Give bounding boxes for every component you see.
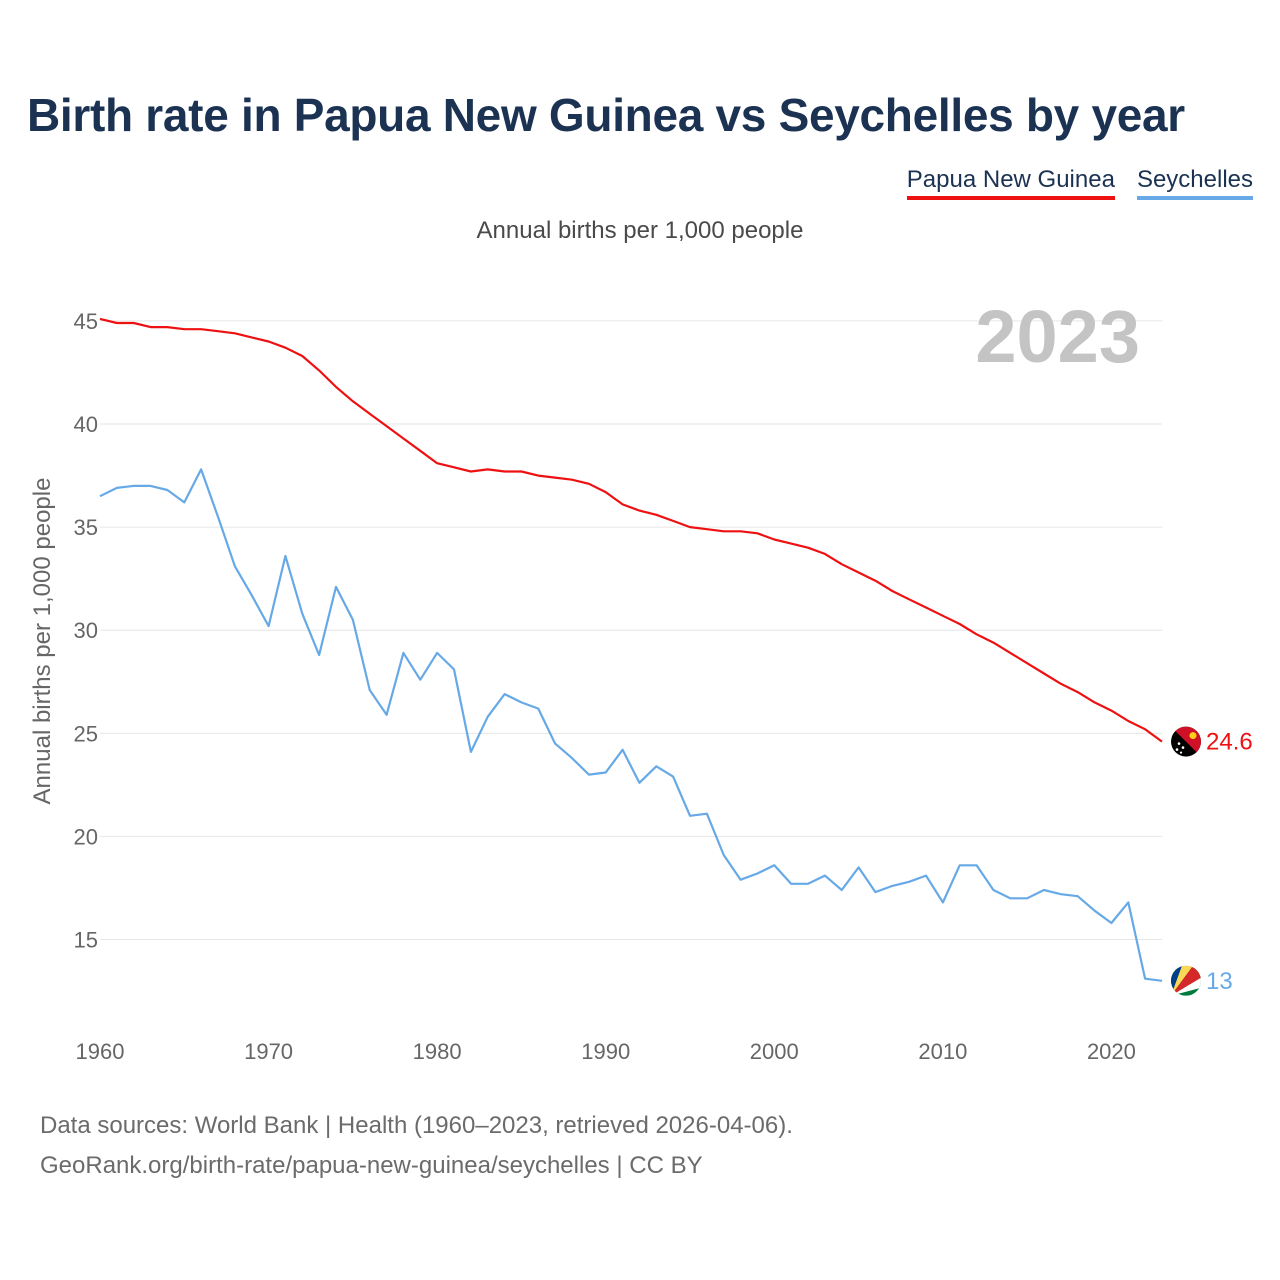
footer-data-sources: Data sources: World Bank | Health (1960–… [40,1112,793,1139]
y-tick-label: 45 [74,309,98,334]
footer: Data sources: World Bank | Health (1960–… [40,1106,793,1186]
legend-item-papua-new-guinea[interactable]: Papua New Guinea [906,166,1115,200]
footer-source-link[interactable]: GeoRank.org/birth-rate/papua-new-guinea/… [40,1152,703,1179]
x-tick-label: 1980 [413,1039,462,1064]
y-tick-label: 15 [74,928,98,953]
x-tick-label: 1990 [581,1039,630,1064]
chart-title: Birth rate in Papua New Guinea vs Seyche… [27,89,1185,141]
legend: Papua New Guinea Seychelles [906,166,1253,200]
series-lines [99,317,1163,982]
y-tick-label: 35 [74,515,98,540]
grid-lines [100,320,1162,941]
x-tick-label: 1970 [244,1039,293,1064]
x-tick-label: 2010 [918,1039,967,1064]
x-tick-label: 2020 [1087,1039,1136,1064]
x-axis-ticks: 1960 1970 1980 1990 2000 2010 2020 [76,1039,1136,1064]
y-tick-label: 25 [74,721,98,746]
legend-item-seychelles[interactable]: Seychelles [1136,166,1253,200]
seychelles-flag-icon [1171,965,1201,996]
current-year-label: 2023 [975,295,1140,378]
x-tick-label: 1960 [76,1039,125,1064]
chart-subtitle: Annual births per 1,000 people [476,217,804,244]
y-axis-ticks: 15 20 25 30 35 40 45 [74,309,98,953]
y-tick-label: 40 [74,412,98,437]
series-line-papua-new-guinea[interactable] [99,317,1163,743]
y-tick-label: 30 [74,618,98,643]
y-tick-label: 20 [74,824,98,849]
series-line-seychelles[interactable] [99,468,1163,982]
x-tick-label: 2000 [750,1039,799,1064]
papua-new-guinea-flag-icon [1171,726,1201,757]
seychelles-end-label: 13 [1206,968,1233,995]
papua-new-guinea-end-label: 24.6 [1206,729,1253,756]
y-axis-label: Annual births per 1,000 people [29,478,56,805]
